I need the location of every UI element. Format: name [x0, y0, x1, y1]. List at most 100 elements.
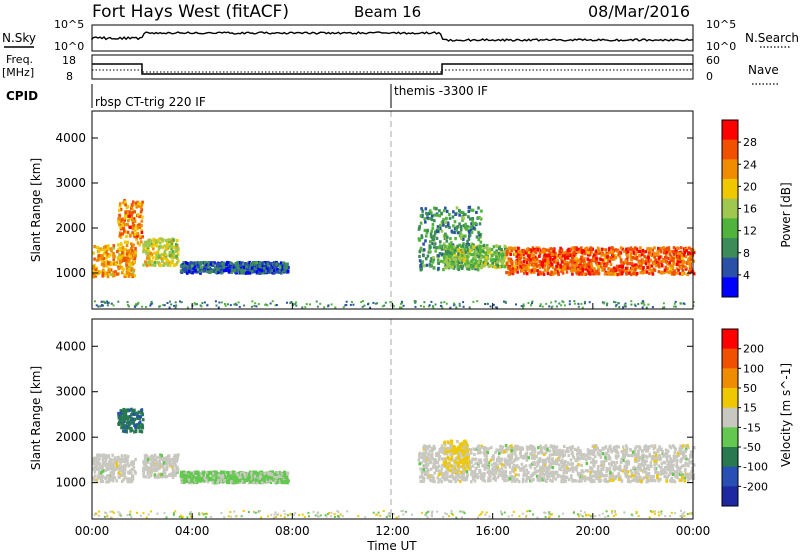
heatmap-cell [507, 259, 511, 263]
heatmap-cell [440, 480, 443, 484]
heatmap-cell [487, 249, 490, 253]
heatmap-cell [472, 245, 476, 249]
heatmap-cell [639, 246, 642, 250]
heatmap-cell [586, 448, 590, 452]
heatmap-cell [484, 461, 487, 465]
heatmap-cell [217, 262, 220, 266]
heatmap-cell [122, 477, 125, 482]
heatmap-cell [101, 248, 104, 252]
heatmap-cell [362, 300, 364, 303]
heatmap-cell [580, 272, 583, 276]
heatmap-cell [223, 269, 226, 273]
heatmap-cell [592, 474, 595, 478]
heatmap-cell [495, 249, 498, 253]
heatmap-cell [610, 450, 613, 454]
heatmap-cell [603, 302, 606, 305]
heatmap-cell [160, 252, 164, 257]
nsky-panel [91, 24, 694, 52]
heatmap-cell [456, 265, 460, 269]
heatmap-cell [252, 474, 255, 478]
heatmap-cell [419, 467, 422, 471]
heatmap-cell [682, 259, 685, 263]
heatmap-cell [518, 250, 521, 254]
heatmap-cell [161, 259, 164, 263]
heatmap-cell [137, 414, 140, 418]
heatmap-cell [467, 266, 470, 270]
heatmap-cell [505, 262, 509, 266]
heatmap-cell [105, 256, 108, 260]
heatmap-cell [134, 457, 137, 462]
heatmap-cell [629, 246, 633, 250]
heatmap-cell [653, 246, 656, 250]
heatmap-cell [124, 211, 127, 215]
heatmap-cell [252, 266, 256, 270]
heatmap-cell [440, 457, 444, 461]
heatmap-cell [402, 304, 405, 307]
heatmap-cell [150, 259, 153, 264]
heatmap-cell [597, 261, 601, 265]
heatmap-cell [172, 469, 176, 473]
heatmap-cell [514, 246, 517, 250]
heatmap-cell [465, 265, 468, 269]
heatmap-cell [218, 475, 221, 479]
heatmap-cell [220, 266, 224, 270]
heatmap-cell [165, 261, 169, 265]
heatmap-cell [255, 481, 259, 485]
heatmap-cell [440, 444, 444, 448]
heatmap-cell [473, 447, 477, 452]
heatmap-cell [140, 240, 143, 244]
heatmap-cell [149, 304, 152, 307]
heatmap-cell [271, 470, 274, 474]
heatmap-cell [534, 260, 537, 264]
heatmap-cell [682, 253, 686, 257]
heatmap-cell [540, 447, 543, 451]
heatmap-cell [113, 459, 116, 463]
heatmap-cell [512, 247, 515, 251]
heatmap-cell [97, 472, 101, 477]
heatmap-cell [546, 476, 549, 481]
heatmap-cell [449, 306, 452, 309]
heatmap-cell [508, 257, 512, 261]
heatmap-cell [648, 271, 651, 275]
heatmap-cell [641, 248, 645, 253]
heatmap-cell [633, 459, 637, 463]
heatmap-cell [650, 444, 654, 448]
heatmap-cell [564, 255, 567, 259]
heatmap-cell [102, 245, 106, 249]
heatmap-cell [263, 471, 267, 475]
heatmap-cell [122, 426, 126, 430]
heatmap-cell [213, 261, 216, 265]
heatmap-cell [104, 476, 108, 480]
heatmap-cell [118, 253, 121, 257]
heatmap-cell [551, 272, 554, 276]
heatmap-cell [101, 475, 105, 479]
heatmap-cell [429, 232, 433, 236]
heatmap-cell [631, 454, 634, 458]
heatmap-cell [472, 222, 475, 226]
heatmap-cell [549, 272, 552, 276]
heatmap-cell [661, 259, 665, 263]
heatmap-cell [113, 467, 117, 471]
nsky-tick-bottom: 10^0 [54, 40, 84, 53]
heatmap-cell [539, 263, 543, 267]
heatmap-cell [119, 462, 122, 466]
heatmap-cell [248, 269, 252, 273]
heatmap-cell [200, 265, 203, 269]
heatmap-cell [503, 475, 506, 479]
heatmap-cell [630, 248, 634, 252]
heatmap-cell [260, 269, 264, 273]
heatmap-cell [507, 246, 511, 250]
heatmap-cell [467, 215, 470, 219]
heatmap-cell [206, 304, 209, 307]
heatmap-cell [622, 306, 624, 309]
heatmap-cell [99, 305, 102, 308]
heatmap-cell [450, 262, 454, 266]
heatmap-cell [531, 300, 534, 303]
heatmap-cell [214, 481, 217, 485]
heatmap-cell [191, 264, 194, 268]
heatmap-cell [550, 270, 553, 274]
heatmap-cell [448, 225, 451, 230]
heatmap-cell [203, 301, 206, 304]
heatmap-cell [623, 305, 626, 308]
heatmap-cell [225, 268, 228, 272]
